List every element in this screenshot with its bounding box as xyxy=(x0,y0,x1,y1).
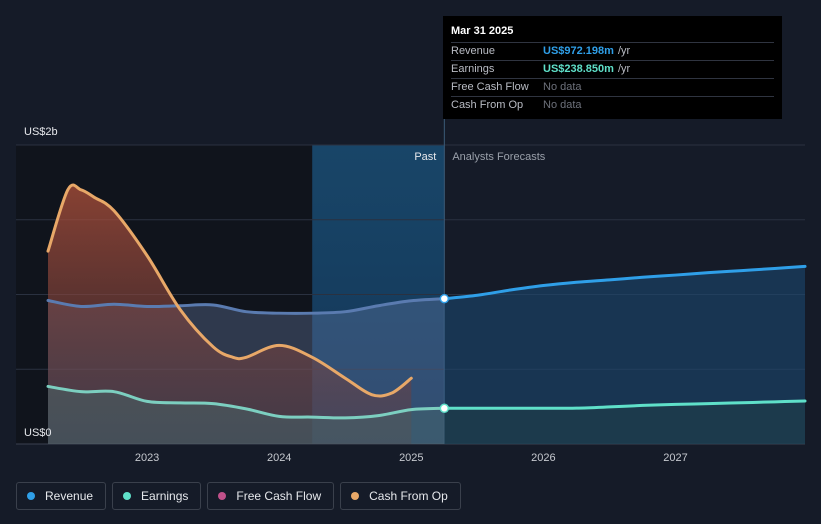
legend-label: Cash From Op xyxy=(369,489,448,503)
tooltip-unit: /yr xyxy=(617,45,631,57)
tooltip-date: Mar 31 2025 xyxy=(451,25,514,37)
earnings-area xyxy=(48,386,445,444)
cash-from-op-line xyxy=(46,183,413,398)
x-tick-label: 2024 xyxy=(267,452,291,464)
tooltip-label: Cash From Op xyxy=(451,99,524,111)
y-axis-bottom-label: US$0 xyxy=(24,427,52,439)
tooltip-value: No data xyxy=(543,81,582,93)
revenue-forecast-area xyxy=(444,266,805,444)
legend-dot-icon xyxy=(123,492,132,500)
tooltip-row-cash-from-op: Cash From Op No data xyxy=(451,96,774,114)
earnings-marker xyxy=(439,403,450,414)
x-tick-label: 2027 xyxy=(663,452,687,464)
tooltip-value: US$972.198m xyxy=(543,45,614,57)
cash-from-op-area xyxy=(48,185,412,444)
tooltip-value: No data xyxy=(543,99,582,111)
revenue-forecast-line xyxy=(442,264,807,301)
earnings-line xyxy=(46,384,446,420)
legend-item-cash-from-op[interactable]: Cash From Op xyxy=(340,482,461,510)
tooltip-value: US$238.850m xyxy=(543,63,614,75)
legend-dot-icon xyxy=(351,492,360,500)
tooltip-row-revenue: Revenue US$972.198m /yr xyxy=(451,42,774,60)
y-axis-top-label: US$2b xyxy=(24,126,58,138)
x-tick-label: 2023 xyxy=(135,452,159,464)
earnings-forecast-line xyxy=(442,399,807,410)
revenue-line xyxy=(46,297,446,315)
legend-label: Revenue xyxy=(45,489,94,503)
tooltip-label: Free Cash Flow xyxy=(451,81,529,93)
earnings-forecast-area xyxy=(444,400,805,444)
legend-item-earnings[interactable]: Earnings xyxy=(112,482,202,510)
x-tick-label: 2026 xyxy=(531,452,555,464)
tooltip-row-free-cash-flow: Free Cash Flow No data xyxy=(451,78,774,96)
x-tick-label: 2025 xyxy=(399,452,423,464)
legend-dot-icon xyxy=(218,492,227,500)
legend-label: Earnings xyxy=(141,489,189,503)
legend-label: Free Cash Flow xyxy=(236,489,322,503)
tooltip: Mar 31 2025 Revenue US$972.198m /yr Earn… xyxy=(443,16,782,119)
tooltip-row-earnings: Earnings US$238.850m /yr xyxy=(451,60,774,78)
revenue-marker xyxy=(439,293,450,304)
legend-item-free-cash-flow[interactable]: Free Cash Flow xyxy=(207,482,335,510)
legend-dot-icon xyxy=(27,492,35,500)
legend: Revenue Earnings Free Cash Flow Cash Fro… xyxy=(16,482,461,510)
legend-item-revenue[interactable]: Revenue xyxy=(16,482,107,510)
past-label: Past xyxy=(414,151,436,163)
tooltip-label: Earnings xyxy=(451,63,495,75)
tooltip-label: Revenue xyxy=(451,45,496,57)
tooltip-unit: /yr xyxy=(617,63,631,75)
forecast-label: Analysts Forecasts xyxy=(452,151,545,163)
